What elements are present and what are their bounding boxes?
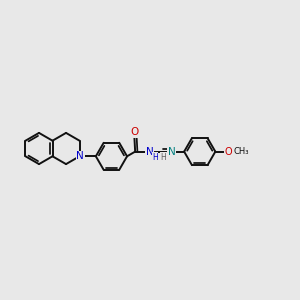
Text: O: O [130, 128, 139, 137]
Text: N: N [168, 147, 176, 157]
Text: N: N [146, 147, 154, 157]
Text: N: N [76, 151, 84, 161]
Text: O: O [225, 147, 232, 157]
Text: CH₃: CH₃ [234, 147, 249, 156]
Text: H: H [160, 153, 166, 162]
Text: H: H [152, 153, 158, 162]
